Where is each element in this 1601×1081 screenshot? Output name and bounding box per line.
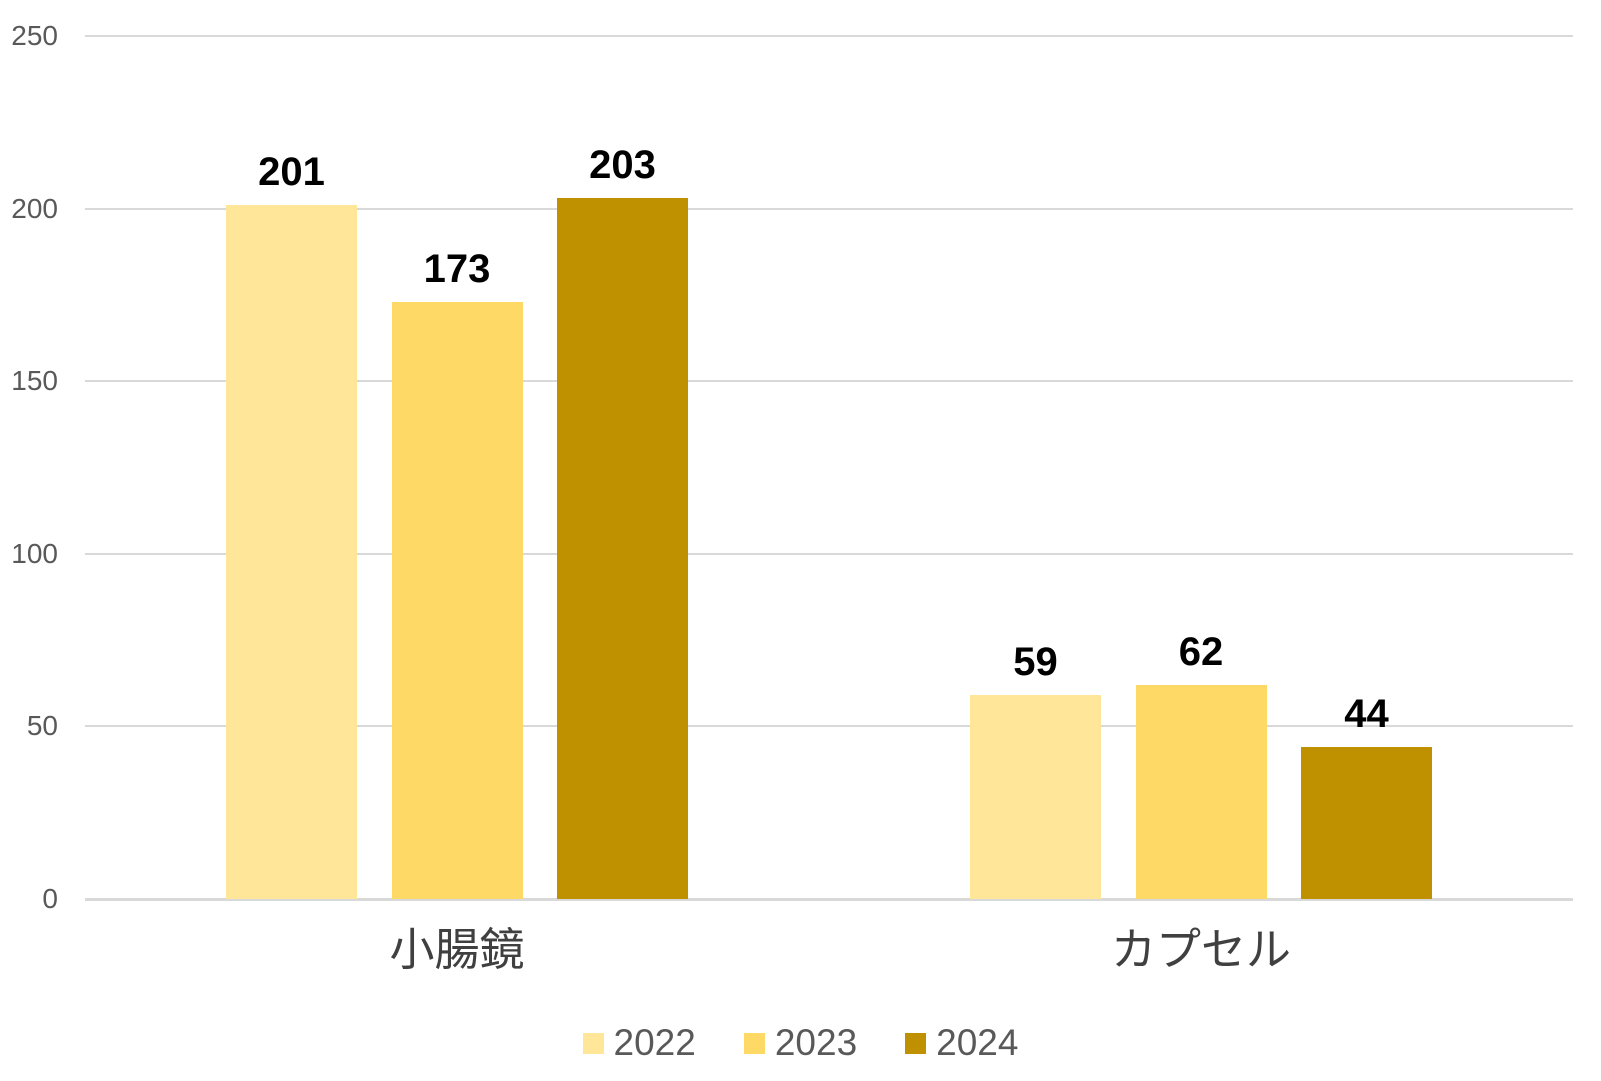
y-axis-tick-label: 100 [11,537,58,569]
bar-value-label: 59 [1013,640,1058,685]
bar-2022-category-2 [970,695,1101,899]
bar-2023-category-1 [391,301,523,899]
y-axis-tick-label: 50 [26,710,58,742]
legend-item-2023: 2023 [743,1022,858,1063]
gridline [85,898,1573,901]
bar-2024-category-1 [557,198,688,899]
legend-item-2024: 2024 [905,1023,1018,1063]
gridline [85,552,1573,555]
bar-2023-category-2 [1135,684,1267,899]
bar-value-label: 44 [1344,692,1389,737]
legend-label: 2024 [936,1022,1019,1063]
legend-swatch-2022 [582,1032,604,1054]
gridline [85,725,1573,728]
legend-label: 2022 [613,1022,696,1063]
legend: 2022 2023 2024 [0,1022,1601,1064]
bar-value-label: 201 [258,150,325,195]
y-axis-tick-label: 150 [11,365,58,397]
bar-2024-category-2 [1301,747,1432,899]
y-axis-tick-label: 200 [11,192,58,224]
bar-value-label: 203 [589,143,656,188]
x-axis-category-label: 小腸鏡 [389,924,525,975]
bar-value-label: 62 [1178,629,1224,674]
bar-2022-category-1 [226,205,357,899]
gridline [85,207,1573,210]
gridline [85,380,1573,383]
legend-swatch-2024 [905,1032,927,1054]
x-axis-category-label: カプセル [1110,924,1291,975]
legend-label: 2023 [774,1022,858,1063]
y-axis-tick-label: 250 [11,20,58,51]
bar-value-label: 173 [423,246,491,291]
legend-item-2022: 2022 [582,1022,696,1063]
y-axis-tick-label: 0 [42,883,58,914]
legend-swatch-2023 [743,1032,765,1054]
gridline [85,35,1573,37]
